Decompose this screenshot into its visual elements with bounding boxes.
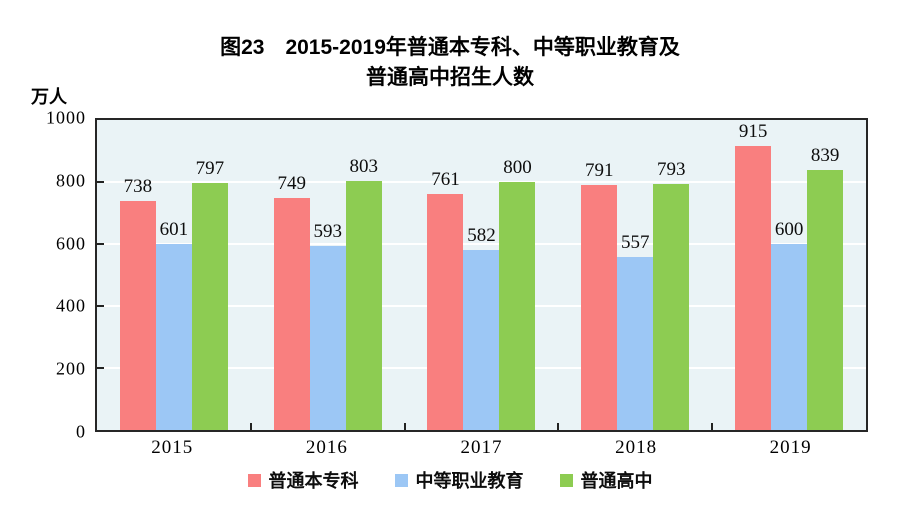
legend-swatch [394, 473, 408, 487]
bar-value-label: 915 [738, 121, 768, 143]
x-axis-tick [249, 423, 252, 430]
year-group-2015: 738 601 797 [97, 120, 251, 430]
bar-中等职业教育-2017: 582 [463, 225, 500, 430]
y-axis-tick-800 [97, 181, 104, 183]
plot-area: 738 601 797 749 593 803 761 582 800 791 557 793 915 6… [95, 118, 868, 432]
x-axis-tick-labels: 2015 2016 2017 2018 2019 [95, 437, 868, 459]
bar-中等职业教育-2019: 600 [771, 219, 808, 430]
x-tick-label-2015: 2015 [151, 437, 194, 458]
bar-value-label: 582 [467, 224, 496, 246]
x-tick-label-2018: 2018 [615, 437, 658, 458]
bar-value-label: 793 [657, 159, 686, 181]
bar-中等职业教育-2016: 593 [309, 221, 346, 430]
x-tick-label-2017: 2017 [460, 437, 503, 458]
gridline-800 [97, 181, 866, 183]
y-axis-unit-label: 万人 [31, 87, 67, 107]
chart-title: 图23 2015-2019年普通本专科、中等职业教育及 普通高中招生人数 [0, 33, 900, 93]
bar-普通高中-2016: 803 [345, 156, 382, 430]
bar-value-label: 593 [313, 221, 342, 243]
legend-item-普通本专科: 普通本专科 [247, 467, 359, 493]
y-axis-tick-600 [97, 243, 104, 245]
bar-value-label: 557 [621, 232, 650, 254]
bar-普通本专科-2016: 749 [273, 173, 310, 430]
bar-普通高中-2019: 839 [807, 145, 844, 430]
y-tick-label-1000: 1000 [46, 107, 86, 128]
y-tick-label-0: 0 [76, 421, 86, 442]
bar-普通高中-2017: 800 [499, 157, 536, 430]
chart-title-line1: 图23 2015-2019年普通本专科、中等职业教育及 [220, 36, 680, 59]
bar-value-label: 601 [159, 218, 189, 240]
bar-value-label: 800 [503, 157, 532, 178]
bar-value-label: 749 [277, 172, 306, 194]
bar-普通高中-2018: 793 [653, 159, 690, 430]
bar-groups: 738 601 797 749 593 803 761 582 800 791 557 793 915 6… [97, 120, 866, 430]
legend-swatch [559, 473, 573, 487]
y-tick-label-600: 600 [56, 233, 86, 254]
y-tick-label-200: 200 [56, 358, 86, 379]
y-axis-tick-400 [97, 305, 104, 307]
bar-普通本专科-2017: 761 [427, 169, 464, 430]
bar-value-label: 797 [195, 157, 225, 179]
bar-value-label: 791 [585, 159, 614, 181]
y-tick-label-800: 800 [56, 170, 86, 191]
bar-value-label: 803 [349, 156, 378, 178]
bar-中等职业教育-2015: 601 [155, 219, 192, 430]
bar-中等职业教育-2018: 557 [617, 232, 654, 430]
gridline-600 [97, 243, 866, 245]
legend: 普通本专科 中等职业教育 普通高中 [0, 467, 900, 493]
legend-swatch [247, 473, 261, 487]
x-axis-tick [711, 423, 714, 430]
year-group-2016: 749 593 803 [251, 120, 405, 430]
x-tick-label-2019: 2019 [769, 437, 812, 458]
bar-value-label: 600 [774, 219, 804, 240]
chart-title-line2: 普通高中招生人数 [366, 66, 534, 89]
legend-label: 普通高中 [580, 471, 653, 491]
bar-value-label: 738 [123, 176, 153, 198]
legend-item-中等职业教育: 中等职业教育 [394, 467, 524, 493]
x-axis-tick [403, 423, 406, 430]
y-axis-tick-200 [97, 367, 104, 369]
legend-item-普通高中: 普通高中 [559, 467, 653, 493]
y-axis-tick-labels: 0 200 400 600 800 1000 [0, 108, 86, 442]
year-group-2018: 791 557 793 [558, 120, 712, 430]
y-tick-label-400: 400 [56, 295, 86, 316]
year-group-2019: 915 600 839 [712, 120, 866, 430]
year-group-2017: 761 582 800 [405, 120, 559, 430]
bar-普通高中-2015: 797 [191, 158, 228, 430]
bar-value-label: 761 [431, 169, 460, 191]
bar-value-label: 839 [810, 144, 840, 166]
bar-普通本专科-2019: 915 [735, 121, 772, 430]
bar-普通本专科-2018: 791 [581, 160, 618, 430]
x-axis-tick [557, 423, 560, 430]
legend-label: 普通本专科 [268, 471, 359, 491]
legend-label: 中等职业教育 [415, 471, 524, 491]
x-tick-label-2016: 2016 [305, 437, 348, 458]
bar-普通本专科-2015: 738 [119, 176, 156, 430]
